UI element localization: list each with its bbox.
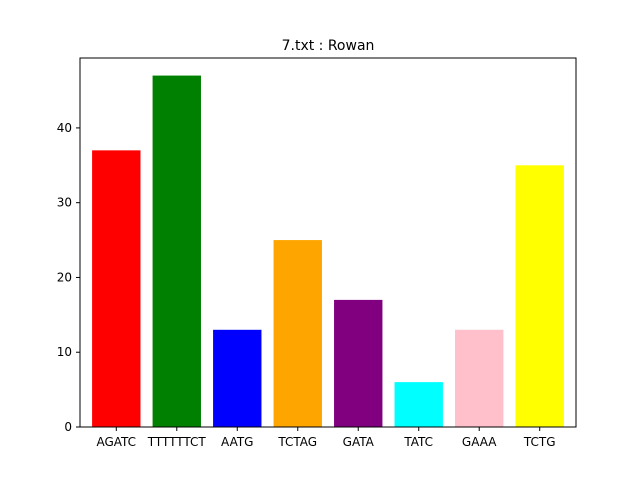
x-tick-label: TTTTTTCT bbox=[147, 435, 207, 449]
bar-tatc bbox=[394, 382, 443, 427]
bar-ttttttct bbox=[152, 75, 201, 428]
chart-title: 7.txt : Rowan bbox=[282, 38, 375, 54]
bars-layer bbox=[92, 75, 564, 428]
x-axis-ticks: AGATC TTTTTTCT AATG TCTAG GATA TATC GAAA TCTG bbox=[96, 427, 556, 449]
x-tick-label: AGATC bbox=[96, 435, 136, 449]
y-tick-label: 30 bbox=[57, 196, 72, 210]
axes-layer bbox=[79, 57, 577, 428]
x-tick-label: GATA bbox=[343, 435, 375, 449]
bar-agatc bbox=[92, 150, 141, 428]
bar-gaaa bbox=[455, 329, 504, 427]
x-tick-label: GAAA bbox=[462, 435, 497, 449]
bar-tctag bbox=[273, 240, 322, 427]
bar-gata bbox=[334, 299, 383, 427]
y-tick-label: 10 bbox=[57, 345, 72, 359]
y-tick-label: 20 bbox=[57, 270, 72, 284]
bar-aatg bbox=[213, 329, 262, 427]
x-tick-label: TATC bbox=[403, 435, 433, 449]
x-tick-label: AATG bbox=[221, 435, 253, 449]
y-tick-label: 0 bbox=[64, 420, 72, 434]
bar-tctg bbox=[515, 165, 564, 428]
plot-frame bbox=[79, 57, 577, 428]
x-tick-label: TCTG bbox=[523, 435, 556, 449]
x-tick-label: TCTAG bbox=[277, 435, 317, 449]
y-axis-ticks: 0 10 20 30 40 bbox=[57, 121, 80, 434]
y-tick-label: 40 bbox=[57, 121, 72, 135]
